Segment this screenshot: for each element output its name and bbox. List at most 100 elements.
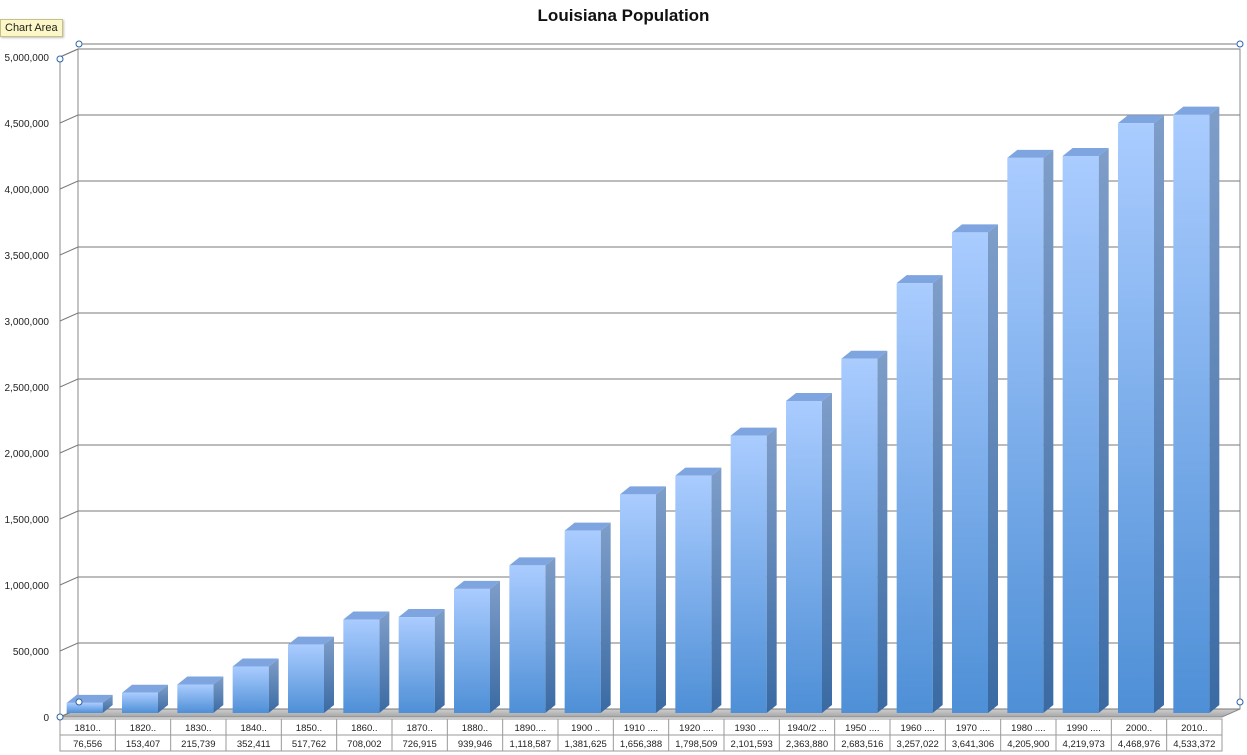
data-label: 2,363,880 xyxy=(786,739,828,750)
x-tick-label: 1970 .... xyxy=(956,723,990,734)
data-label: 153,407 xyxy=(126,739,160,750)
bar xyxy=(66,694,113,713)
bar-front xyxy=(952,232,988,714)
gridline-side xyxy=(59,378,79,388)
bar xyxy=(896,275,943,713)
bar-top xyxy=(730,427,777,436)
bar xyxy=(1062,147,1109,713)
gridline-side xyxy=(59,114,79,124)
resize-handle[interactable] xyxy=(75,698,83,706)
bar-front xyxy=(1173,114,1210,713)
data-label: 2,101,593 xyxy=(731,739,773,750)
bar-top xyxy=(786,392,832,401)
selection-handles[interactable] xyxy=(56,40,1244,721)
x-tick-label: 1810.. xyxy=(74,723,100,734)
bar-top xyxy=(1007,149,1054,158)
bar xyxy=(620,486,666,713)
bar-front xyxy=(398,617,435,713)
x-tick-label: 1900 .. xyxy=(571,723,600,734)
bar-top xyxy=(1173,106,1220,115)
gridline-side xyxy=(59,576,79,586)
bar-side xyxy=(656,486,666,713)
resize-handle[interactable] xyxy=(56,55,64,63)
y-tick-label: 1,500,000 xyxy=(5,515,50,526)
data-label: 1,798,509 xyxy=(675,739,717,750)
x-tick-label: 1910 .... xyxy=(624,723,658,734)
bar-front xyxy=(620,494,656,713)
data-label: 4,468,976 xyxy=(1118,739,1160,750)
bar-top xyxy=(398,609,445,618)
y-tick-label: 1,000,000 xyxy=(5,581,50,592)
x-tick-label: 1950 .... xyxy=(845,723,879,734)
bar xyxy=(454,580,500,713)
bar-top xyxy=(232,658,279,667)
data-label: 939,946 xyxy=(458,739,492,750)
bar xyxy=(509,557,556,713)
bar-front xyxy=(1118,123,1154,714)
x-tick-label: 1920 .... xyxy=(679,723,713,734)
data-label: 1,381,625 xyxy=(565,739,607,750)
bar-top xyxy=(1062,147,1109,156)
bar xyxy=(288,636,334,713)
gridline-side xyxy=(59,510,79,520)
bar xyxy=(398,609,445,713)
bar xyxy=(1173,106,1220,713)
x-tick-label: 1960 .... xyxy=(900,723,934,734)
bar xyxy=(1118,115,1164,714)
bar xyxy=(730,427,777,713)
bar xyxy=(786,392,832,713)
y-tick-label: 3,000,000 xyxy=(5,317,50,328)
y-tick-label: 3,500,000 xyxy=(5,251,50,262)
data-label: 4,205,900 xyxy=(1007,739,1049,750)
gridline-side xyxy=(59,444,79,454)
bar xyxy=(177,676,224,713)
x-tick-label: 1870.. xyxy=(406,723,432,734)
data-label: 4,219,973 xyxy=(1063,739,1105,750)
x-tick-label: 1850.. xyxy=(296,723,322,734)
bar-front xyxy=(232,666,269,713)
gridline-side xyxy=(59,246,79,256)
y-axis-tick-labels: 0 500,000 1,000,000 1,500,000 2,000,000 2,500… xyxy=(5,53,50,724)
x-tick-label: 1940/2 ... xyxy=(787,723,827,734)
bar-side xyxy=(1098,147,1109,713)
bar xyxy=(675,467,722,713)
gridline-side xyxy=(59,48,79,58)
resize-handle[interactable] xyxy=(1236,698,1244,706)
bar-top xyxy=(896,275,943,284)
bar-side xyxy=(600,522,611,713)
bar-side xyxy=(766,427,777,713)
x-tick-label: 1930 .... xyxy=(734,723,768,734)
gridline-side xyxy=(59,312,79,322)
resize-handle[interactable] xyxy=(1236,40,1244,48)
gridline-side xyxy=(59,180,79,190)
bar-top xyxy=(509,557,556,566)
data-label: 215,739 xyxy=(181,739,215,750)
bar-top xyxy=(564,522,611,531)
bar-front xyxy=(177,684,214,713)
bar-front xyxy=(841,358,878,713)
resize-handle[interactable] xyxy=(75,40,83,48)
y-tick-label: 4,000,000 xyxy=(5,185,50,196)
bar xyxy=(122,684,168,713)
data-label: 1,656,388 xyxy=(620,739,662,750)
bar-top xyxy=(620,486,666,495)
chart-title: Louisiana Population xyxy=(537,6,710,25)
resize-handle[interactable] xyxy=(56,713,64,721)
x-tick-label: 1890.... xyxy=(514,723,546,734)
bar-front xyxy=(66,702,103,713)
bar-front xyxy=(343,619,380,713)
y-tick-label: 500,000 xyxy=(13,647,50,658)
y-tick-label: 5,000,000 xyxy=(5,53,50,64)
bar-side xyxy=(434,609,445,713)
bar-front xyxy=(288,644,324,713)
bar-front xyxy=(1007,157,1044,714)
bars xyxy=(66,106,1220,714)
bar-top xyxy=(952,224,998,233)
y-tick-label: 2,000,000 xyxy=(5,449,50,460)
bar xyxy=(841,350,888,713)
bar xyxy=(564,522,611,713)
y-tick-label: 4,500,000 xyxy=(5,119,50,130)
bar-front xyxy=(786,400,822,713)
bar-side xyxy=(545,557,556,713)
